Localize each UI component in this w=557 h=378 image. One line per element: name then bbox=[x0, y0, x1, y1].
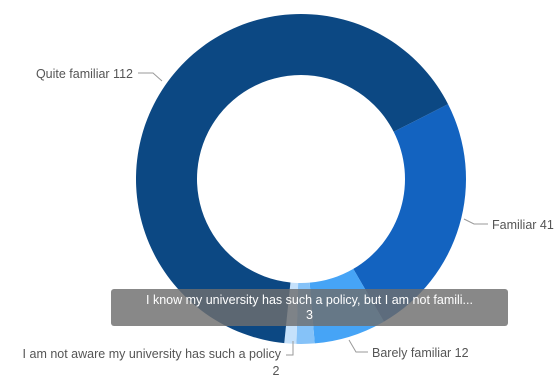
label-not-aware-value: 2 bbox=[273, 364, 280, 378]
slice-quite-familiar[interactable] bbox=[136, 13, 449, 344]
leader-barely-familiar bbox=[348, 339, 368, 353]
leader-not-aware bbox=[286, 341, 294, 356]
tooltip-value: 3 bbox=[306, 308, 313, 322]
leader-quite-familiar bbox=[138, 72, 163, 82]
label-familiar: Familiar 41 bbox=[492, 218, 554, 232]
hover-tooltip: I know my university has such a policy, … bbox=[111, 289, 508, 326]
tooltip-label: I know my university has such a policy, … bbox=[146, 293, 473, 307]
slice-familiar[interactable] bbox=[353, 104, 466, 322]
label-not-aware: I am not aware my university has such a … bbox=[23, 347, 282, 361]
label-barely-familiar: Barely familiar 12 bbox=[372, 346, 469, 360]
label-quite-familiar: Quite familiar 112 bbox=[36, 67, 133, 81]
leader-familiar bbox=[463, 218, 488, 225]
